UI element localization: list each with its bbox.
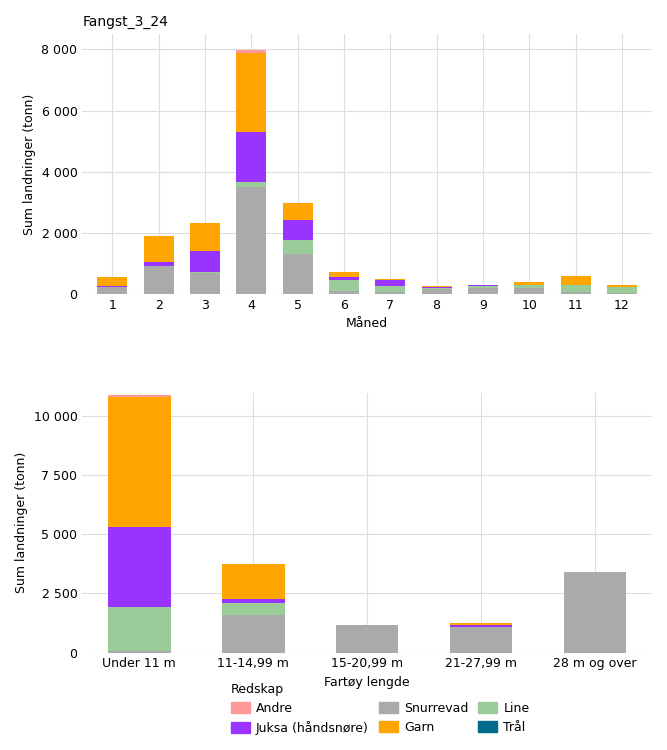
- Bar: [190, 224, 220, 251]
- Bar: [222, 603, 285, 615]
- Bar: [422, 289, 452, 294]
- Bar: [108, 397, 171, 526]
- Y-axis label: Sum landninger (tonn): Sum landninger (tonn): [15, 452, 28, 593]
- Bar: [514, 288, 544, 294]
- Bar: [190, 251, 220, 272]
- Bar: [514, 286, 544, 288]
- Bar: [450, 623, 512, 625]
- Bar: [560, 276, 591, 284]
- Bar: [283, 220, 313, 239]
- Bar: [607, 285, 637, 286]
- Bar: [450, 625, 512, 626]
- Bar: [108, 607, 171, 650]
- Y-axis label: Sum landninger (tonn): Sum landninger (tonn): [23, 94, 36, 235]
- Bar: [108, 526, 171, 607]
- Bar: [376, 292, 406, 294]
- Bar: [143, 266, 174, 294]
- Bar: [108, 650, 171, 652]
- Bar: [97, 278, 127, 286]
- Bar: [236, 53, 266, 132]
- Bar: [222, 599, 285, 603]
- Bar: [450, 626, 512, 652]
- Bar: [283, 254, 313, 294]
- Bar: [329, 291, 359, 294]
- Legend: Andre, Juksa (håndsnøre), Snurrevad, Garn, Line, Trål: Andre, Juksa (håndsnøre), Snurrevad, Gar…: [226, 677, 534, 740]
- Bar: [236, 50, 266, 52]
- Bar: [329, 278, 359, 280]
- Bar: [607, 293, 637, 294]
- Bar: [143, 236, 174, 262]
- Bar: [283, 239, 313, 254]
- Bar: [236, 182, 266, 187]
- Bar: [468, 288, 498, 294]
- Bar: [143, 262, 174, 266]
- Bar: [222, 615, 285, 652]
- Bar: [376, 280, 406, 286]
- Bar: [468, 284, 498, 286]
- Bar: [560, 292, 591, 294]
- Bar: [468, 286, 498, 288]
- Text: Fangst_3_24: Fangst_3_24: [82, 15, 168, 29]
- Bar: [108, 394, 171, 397]
- Bar: [422, 287, 452, 289]
- Bar: [190, 272, 220, 294]
- X-axis label: Måned: Måned: [346, 317, 388, 331]
- Bar: [222, 564, 285, 599]
- Bar: [283, 203, 313, 220]
- Bar: [329, 280, 359, 291]
- Bar: [422, 286, 452, 287]
- Bar: [376, 286, 406, 292]
- Bar: [560, 284, 591, 286]
- Bar: [376, 279, 406, 280]
- Bar: [560, 286, 591, 292]
- Bar: [236, 187, 266, 294]
- Bar: [514, 282, 544, 284]
- Bar: [336, 626, 398, 652]
- Bar: [329, 272, 359, 278]
- Bar: [97, 287, 127, 294]
- X-axis label: Fartøy lengde: Fartøy lengde: [324, 676, 410, 689]
- Bar: [607, 287, 637, 293]
- Bar: [564, 572, 626, 652]
- Bar: [514, 284, 544, 286]
- Bar: [236, 132, 266, 182]
